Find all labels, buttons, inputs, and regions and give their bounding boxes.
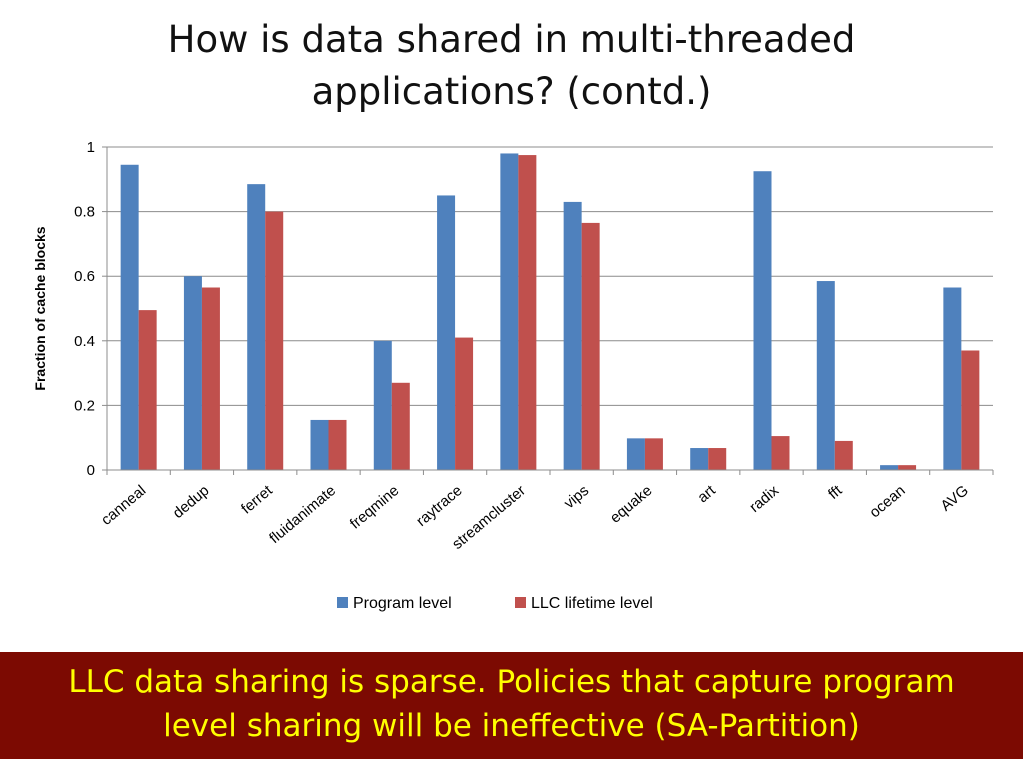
y-tick-label: 0: [87, 462, 95, 479]
bar-program-level-fft: [816, 281, 835, 470]
legend-swatch-llc-lifetime-level: [515, 597, 526, 608]
bar-llc-lifetime-level-streamcluster: [518, 155, 537, 470]
y-tick-label: 1: [87, 139, 95, 156]
bar-program-level-vips: [563, 201, 582, 470]
slide-title-line-2: applications? (contd.): [311, 70, 712, 113]
legend-label-program-level: Program level: [353, 595, 452, 612]
bar-llc-lifetime-level-fluidanimate: [328, 419, 347, 470]
takeaway-line-1: LLC data sharing is sparse. Policies tha…: [68, 664, 955, 700]
bar-program-level-radix: [753, 171, 772, 470]
bar-program-level-dedup: [183, 276, 202, 470]
bar-llc-lifetime-level-dedup: [201, 287, 220, 470]
bar-chart: 0 0.2 0.4 0.6 0.8 1 Fraction of cache blocks ca…: [32, 139, 994, 612]
bar-llc-lifetime-level-freqmine: [391, 382, 410, 470]
y-tick-label: 0.8: [74, 204, 95, 221]
bar-program-level-raytrace: [437, 195, 456, 470]
x-tick-label: AVG: [938, 482, 972, 515]
x-tick-label: radix: [746, 482, 782, 516]
bar-program-level-avg: [943, 287, 962, 470]
bar-llc-lifetime-level-fft: [834, 440, 853, 470]
x-tick-label: ferret: [238, 482, 276, 518]
bar-llc-lifetime-level-art: [708, 448, 727, 470]
y-tick-label: 0.6: [74, 268, 95, 285]
bar-llc-lifetime-level-avg: [961, 350, 980, 470]
slide-title-line-1: How is data shared in multi-threaded: [167, 18, 856, 61]
takeaway-line-2: level sharing will be ineffective (SA-Pa…: [163, 708, 860, 744]
x-tick-label: canneal: [98, 482, 149, 529]
legend-swatch-program-level: [337, 597, 348, 608]
bar-program-level-equake: [626, 438, 645, 470]
bar-llc-lifetime-level-equake: [644, 438, 663, 470]
y-tick-label: 0.4: [74, 333, 95, 350]
bar-llc-lifetime-level-raytrace: [455, 337, 474, 470]
bar-llc-lifetime-level-vips: [581, 222, 600, 470]
y-tick-label: 0.2: [74, 397, 95, 414]
bar-program-level-streamcluster: [500, 153, 519, 470]
takeaway-banner: LLC data sharing is sparse. Policies tha…: [0, 652, 1023, 759]
bar-program-level-canneal: [120, 164, 139, 470]
bar-llc-lifetime-level-ocean: [898, 465, 917, 470]
x-tick-label: dedup: [170, 482, 213, 522]
slide-title: How is data shared in multi-threaded app…: [60, 14, 963, 118]
x-tick-label: fft: [825, 482, 846, 503]
bar-llc-lifetime-level-ferret: [265, 211, 284, 470]
x-tick-label: raytrace: [413, 482, 465, 530]
x-tick-label: fluidanimate: [266, 482, 339, 547]
bar-program-level-art: [690, 448, 709, 470]
x-tick-label: ocean: [866, 482, 908, 521]
x-tick-label: equake: [607, 482, 656, 527]
bar-program-level-ferret: [247, 184, 266, 470]
bar-program-level-fluidanimate: [310, 419, 329, 470]
y-axis-label: Fraction of cache blocks: [32, 226, 48, 390]
x-tick-label: freqmine: [347, 482, 403, 533]
bar-program-level-ocean: [880, 465, 899, 470]
legend-label-llc-lifetime-level: LLC lifetime level: [531, 595, 653, 612]
x-tick-label: vips: [561, 482, 592, 512]
bar-llc-lifetime-level-radix: [771, 436, 790, 470]
bar-llc-lifetime-level-canneal: [138, 310, 157, 470]
x-tick-label: art: [694, 482, 719, 507]
bar-program-level-freqmine: [373, 340, 392, 470]
